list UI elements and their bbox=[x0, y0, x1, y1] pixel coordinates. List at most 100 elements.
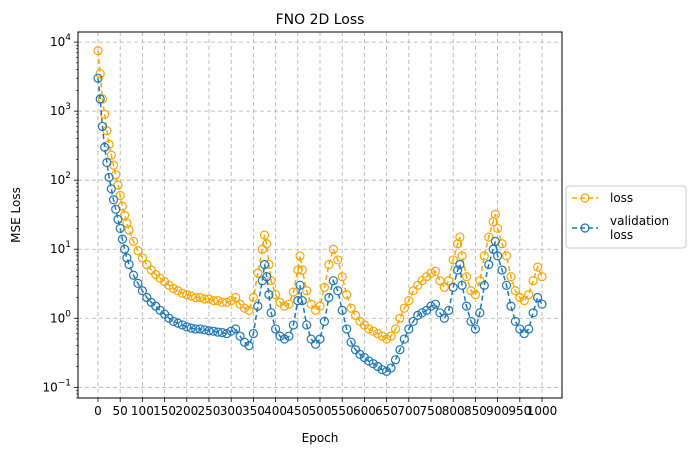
data-point bbox=[128, 270, 139, 280]
x-tick-label: 950 bbox=[508, 404, 531, 418]
data-point bbox=[479, 251, 489, 261]
data-point bbox=[524, 290, 534, 300]
x-tick-label: 300 bbox=[220, 404, 243, 418]
data-point bbox=[137, 253, 147, 263]
data-point bbox=[470, 324, 481, 334]
data-point bbox=[333, 286, 343, 296]
data-point bbox=[93, 46, 103, 56]
data-point bbox=[444, 305, 454, 315]
data-point bbox=[262, 272, 272, 282]
data-point bbox=[408, 286, 418, 296]
data-point bbox=[377, 365, 387, 375]
data-point bbox=[257, 244, 267, 254]
data-point bbox=[213, 296, 223, 306]
data-point bbox=[337, 272, 347, 282]
data-point bbox=[244, 341, 254, 351]
data-point bbox=[204, 326, 214, 336]
data-point bbox=[408, 316, 418, 327]
y-tick-label: 10−1 bbox=[42, 378, 71, 394]
data-point bbox=[293, 296, 303, 306]
data-point bbox=[177, 320, 187, 330]
data-point bbox=[497, 265, 507, 275]
data-point bbox=[413, 310, 423, 321]
data-point bbox=[279, 301, 290, 311]
data-point bbox=[195, 324, 205, 334]
data-point bbox=[337, 305, 347, 315]
x-tick-label: 350 bbox=[242, 404, 265, 418]
data-point bbox=[213, 327, 223, 337]
data-point bbox=[293, 265, 303, 275]
data-point bbox=[479, 280, 489, 290]
data-point bbox=[319, 282, 330, 292]
legend-box bbox=[565, 185, 687, 249]
data-point bbox=[100, 109, 110, 119]
data-point bbox=[457, 251, 467, 261]
x-tick-label: 1000 bbox=[527, 404, 558, 418]
x-tick-label: 50 bbox=[113, 404, 128, 418]
data-point bbox=[306, 299, 316, 309]
data-point bbox=[364, 356, 374, 366]
data-point bbox=[490, 209, 500, 219]
data-point bbox=[453, 239, 463, 249]
data-point bbox=[333, 255, 343, 265]
data-point bbox=[501, 251, 512, 261]
data-point bbox=[177, 288, 187, 298]
data-point bbox=[111, 204, 121, 214]
y-tick-label: 100 bbox=[50, 309, 71, 325]
data-point bbox=[124, 259, 134, 270]
data-point bbox=[390, 324, 401, 334]
data-point bbox=[328, 276, 338, 286]
data-point bbox=[113, 214, 123, 225]
data-point bbox=[368, 326, 378, 336]
data-point bbox=[266, 308, 276, 318]
data-point bbox=[264, 290, 274, 300]
data-point bbox=[501, 280, 512, 290]
y-axis-label: MSE Loss bbox=[9, 187, 23, 243]
data-point bbox=[430, 299, 441, 309]
data-point bbox=[97, 121, 108, 132]
x-tick-label: 100 bbox=[131, 404, 154, 418]
data-point bbox=[350, 310, 361, 321]
data-point bbox=[222, 297, 232, 307]
data-point bbox=[306, 334, 316, 344]
data-point bbox=[284, 331, 294, 341]
data-point bbox=[439, 313, 449, 323]
x-tick-label: 500 bbox=[309, 404, 332, 418]
data-point bbox=[262, 239, 272, 249]
legend-marker bbox=[580, 193, 590, 203]
data-point bbox=[231, 324, 241, 334]
data-point bbox=[173, 286, 183, 296]
data-point bbox=[310, 339, 321, 349]
data-point bbox=[295, 251, 305, 261]
data-point bbox=[117, 234, 128, 244]
data-point bbox=[173, 318, 183, 328]
data-point bbox=[259, 259, 270, 270]
x-tick-label: 150 bbox=[153, 404, 176, 418]
x-tick-label: 700 bbox=[397, 404, 420, 418]
data-point bbox=[284, 299, 294, 309]
data-point bbox=[395, 313, 405, 323]
data-point bbox=[124, 225, 134, 235]
data-point bbox=[328, 244, 338, 254]
data-point bbox=[199, 294, 210, 304]
x-tick-label: 850 bbox=[464, 404, 487, 418]
data-point bbox=[490, 236, 500, 246]
data-point bbox=[537, 299, 547, 309]
x-axis-label: Epoch bbox=[302, 431, 339, 445]
data-point bbox=[244, 305, 254, 315]
data-point bbox=[288, 287, 298, 297]
data-point bbox=[204, 294, 214, 304]
x-tick-label: 200 bbox=[175, 404, 198, 418]
y-tick-label: 104 bbox=[50, 33, 71, 49]
data-point bbox=[461, 272, 472, 282]
x-tick-label: 550 bbox=[331, 404, 354, 418]
data-point bbox=[461, 301, 472, 311]
data-point bbox=[426, 268, 436, 278]
x-tick-label: 900 bbox=[486, 404, 509, 418]
data-point bbox=[395, 345, 405, 355]
data-point bbox=[128, 236, 139, 246]
data-point bbox=[386, 363, 396, 373]
data-point bbox=[404, 296, 414, 306]
data-point bbox=[444, 276, 454, 286]
data-point bbox=[199, 325, 210, 335]
